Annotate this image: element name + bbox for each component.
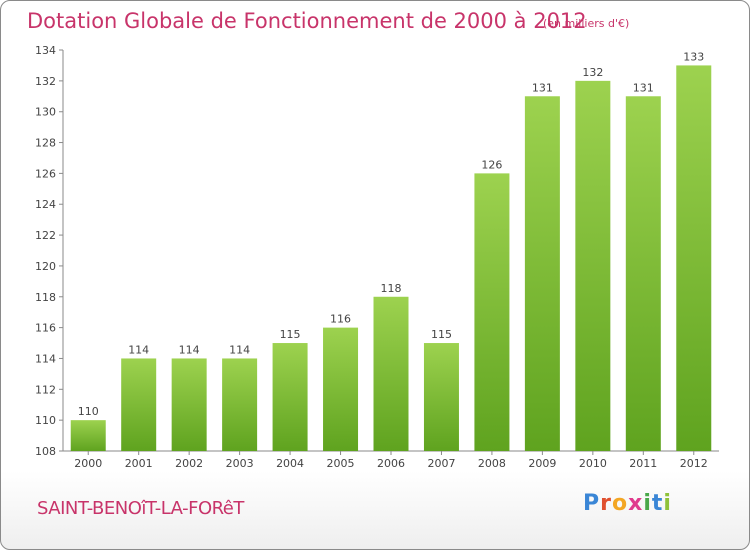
x-tick-label: 2006 <box>377 457 405 470</box>
x-tick-label: 2002 <box>175 457 203 470</box>
bar <box>373 296 409 451</box>
bar-value-label: 110 <box>78 405 99 418</box>
bar-value-label: 131 <box>633 81 654 94</box>
bar <box>524 96 560 452</box>
bar <box>423 343 459 451</box>
bar-value-label: 126 <box>481 158 502 171</box>
bar-value-label: 115 <box>280 328 301 341</box>
bar-value-label: 118 <box>381 282 402 295</box>
y-tick-label: 124 <box>35 198 56 211</box>
bar <box>625 96 661 452</box>
logo-letter: i <box>663 491 672 516</box>
bar-value-label: 133 <box>683 50 704 63</box>
x-tick-label: 2000 <box>74 457 102 470</box>
bar-value-label: 114 <box>179 343 200 356</box>
x-tick-label: 2010 <box>579 457 607 470</box>
town-name: SAINT-BENOîT-LA-FORêT <box>37 498 244 519</box>
x-tick-label: 2008 <box>478 457 506 470</box>
x-tick-label: 2005 <box>327 457 355 470</box>
logo-letter: o <box>611 491 629 516</box>
logo-letter: P <box>583 491 601 516</box>
x-tick-label: 2011 <box>629 457 657 470</box>
y-tick-label: 126 <box>35 167 56 180</box>
x-tick-label: 2009 <box>528 457 556 470</box>
y-tick-label: 112 <box>35 383 56 396</box>
y-tick-label: 130 <box>35 106 56 119</box>
chart-subtitle: (en milliers d'€) <box>543 17 630 30</box>
y-tick-label: 110 <box>35 414 56 427</box>
bar <box>323 327 359 451</box>
x-tick-label: 2012 <box>680 457 708 470</box>
logo-letter: r <box>600 491 612 516</box>
y-tick-label: 122 <box>35 229 56 242</box>
x-tick-label: 2007 <box>427 457 455 470</box>
bar <box>575 80 611 451</box>
bar-value-label: 115 <box>431 328 452 341</box>
y-tick-label: 108 <box>35 445 56 458</box>
chart-axes: 1081101121141161181201221241261281301321… <box>35 44 719 470</box>
bar <box>171 358 207 451</box>
bar-value-label: 114 <box>128 343 149 356</box>
x-tick-label: 2003 <box>226 457 254 470</box>
bar <box>222 358 258 451</box>
y-tick-label: 116 <box>35 322 56 335</box>
x-tick-label: 2004 <box>276 457 304 470</box>
logo-letter: i <box>643 491 652 516</box>
bar-value-label: 114 <box>229 343 250 356</box>
bar-value-label: 131 <box>532 81 553 94</box>
y-tick-label: 128 <box>35 137 56 150</box>
x-tick-label: 2001 <box>125 457 153 470</box>
y-tick-label: 120 <box>35 260 56 273</box>
y-tick-label: 118 <box>35 291 56 304</box>
bar <box>474 173 510 451</box>
bar-value-label: 132 <box>582 66 603 79</box>
bar <box>676 65 712 451</box>
bar-value-label: 116 <box>330 313 351 326</box>
y-tick-label: 134 <box>35 44 56 57</box>
proxiti-logo[interactable]: Proxiti <box>583 491 672 516</box>
bar <box>70 420 106 451</box>
bar <box>272 343 308 451</box>
bar <box>121 358 157 451</box>
y-tick-label: 132 <box>35 75 56 88</box>
chart-bars: 110 114 114 114 115 116 118 115 126 131 132 131 133 <box>70 50 712 452</box>
logo-letter: x <box>628 491 644 516</box>
y-tick-label: 114 <box>35 352 56 365</box>
chart-title: Dotation Globale de Fonctionnement de 20… <box>27 9 587 33</box>
logo-letter: t <box>651 491 664 516</box>
